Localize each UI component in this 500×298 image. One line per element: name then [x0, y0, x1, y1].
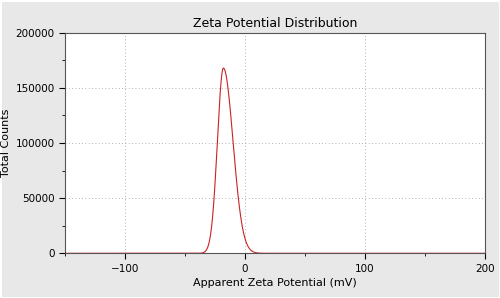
Y-axis label: Total Counts: Total Counts [1, 109, 11, 177]
Title: Zeta Potential Distribution: Zeta Potential Distribution [193, 17, 357, 30]
X-axis label: Apparent Zeta Potential (mV): Apparent Zeta Potential (mV) [193, 278, 357, 288]
